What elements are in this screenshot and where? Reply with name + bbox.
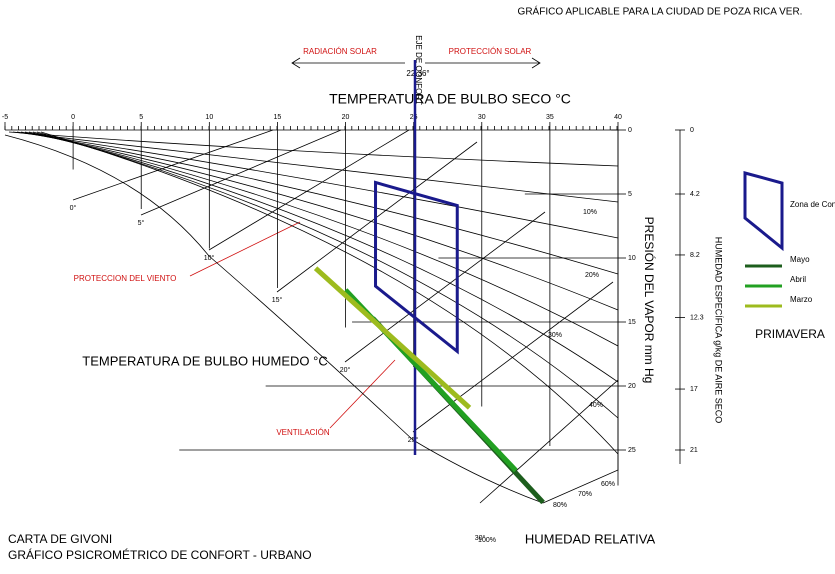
x-tick-label: 20 <box>342 114 350 121</box>
subtitle: CARTA DE GIVONI <box>8 532 112 546</box>
rh-tick: 30% <box>548 332 562 339</box>
wet-bulb-tick: 0° <box>70 204 77 212</box>
wet-bulb-line <box>140 129 342 216</box>
rh-label: HUMEDAD RELATIVA <box>525 531 656 546</box>
x-tick-label: 0 <box>71 114 75 121</box>
rh-curve <box>28 131 619 347</box>
rh-curve <box>16 131 619 239</box>
x-tick-label: 25 <box>410 114 418 121</box>
y-tick-label: 25 <box>628 447 636 454</box>
x-tick-label: 15 <box>274 114 282 121</box>
wet-bulb-tick: 15° <box>272 296 283 304</box>
x-tick-label: 30 <box>478 114 486 121</box>
comfort-zone <box>374 180 459 355</box>
rh-tick: 60% <box>601 481 615 488</box>
comfort-axis-label: EJE DE CONFORT <box>414 35 423 105</box>
y-tick-label: 0 <box>628 127 632 134</box>
y2-tick-label: 12.3 <box>690 314 704 321</box>
legend-title: PRIMAVERA <box>755 327 825 341</box>
rh-tick: 100% <box>478 537 496 544</box>
wet-bulb-line <box>208 129 410 251</box>
rh-tick: 70% <box>578 491 592 498</box>
legend-label: Mayo <box>790 255 810 264</box>
solar-arrows <box>291 57 541 69</box>
legend-swatch <box>743 171 784 252</box>
legend-label: Abril <box>790 275 806 284</box>
chart-frame <box>5 129 619 504</box>
comfort-axis-value: 22.36° <box>406 69 429 78</box>
legend-label: Marzo <box>790 295 813 304</box>
solar-left: RADIACIÓN SOLAR <box>303 47 377 56</box>
y-tick-label: 5 <box>628 191 632 198</box>
wet-bulb-line <box>72 129 274 201</box>
y-axis-label: PRESIÓN DEL VAPOR mm Hg <box>642 217 657 384</box>
y-tick-label: 10 <box>628 255 636 262</box>
strategy-label: PROTECCION DEL VIENTO <box>74 274 177 283</box>
saturation-curve <box>4 134 544 504</box>
rh-curve <box>8 131 619 167</box>
wet-bulb-tick: 20° <box>340 366 351 374</box>
x-tick-label: 5 <box>139 114 143 121</box>
y2-tick-label: 0 <box>690 127 694 134</box>
wet-bulb-label: TEMPERATURA DE BULBO HUMEDO °C <box>82 353 328 368</box>
chart-title: GRÁFICO APLICABLE PARA LA CIUDAD DE POZA… <box>518 5 803 18</box>
strategy-leader <box>329 359 396 429</box>
rh-tick: 40% <box>589 402 603 409</box>
rh-tick: 80% <box>553 502 567 509</box>
y2-tick-label: 17 <box>690 386 698 393</box>
wet-bulb-tick: 30° <box>475 534 486 542</box>
rh-curve <box>20 131 619 275</box>
wet-bulb-line <box>479 379 619 504</box>
y2-tick-label: 8.2 <box>690 252 700 259</box>
strategy-label: VENTILACIÓN <box>276 428 330 437</box>
wet-bulb-line <box>344 211 546 363</box>
x-tick-label: 10 <box>205 114 213 121</box>
rh-curve <box>24 131 619 311</box>
caption: GRÁFICO PSICROMÉTRICO DE CONFORT - URBAN… <box>8 547 312 562</box>
rh-tick: 20% <box>585 272 599 279</box>
y-tick-label: 15 <box>628 319 636 326</box>
legend-label: Zona de Confort <box>790 200 835 209</box>
x-tick-label: 35 <box>546 114 554 121</box>
x-tick-label: 40 <box>614 114 622 121</box>
wet-bulb-tick: 25° <box>408 436 419 444</box>
strategy-leader <box>189 221 301 277</box>
solar-right: PROTECCIÓN SOLAR <box>449 47 532 56</box>
wet-bulb-tick: 5° <box>138 219 145 227</box>
x-axis-label: TEMPERATURA DE BULBO SECO °C <box>329 91 571 107</box>
rh-curve <box>36 131 619 419</box>
rh-curve <box>12 131 619 203</box>
y2-tick-label: 21 <box>690 447 698 454</box>
wet-bulb-line <box>412 281 614 433</box>
wet-bulb-tick: 10° <box>204 254 215 262</box>
rh-tick: 10% <box>583 209 597 216</box>
y-tick-label: 20 <box>628 383 636 390</box>
x-tick-label: -5 <box>2 114 8 121</box>
series-line <box>313 266 472 410</box>
rh-curve <box>32 131 619 383</box>
y2-tick-label: 4.2 <box>690 191 700 198</box>
rh-curve <box>40 131 619 455</box>
y2-axis-label: HUMEDAD ESPECÍFICA g/kg DE AIRE SECO <box>714 237 724 424</box>
